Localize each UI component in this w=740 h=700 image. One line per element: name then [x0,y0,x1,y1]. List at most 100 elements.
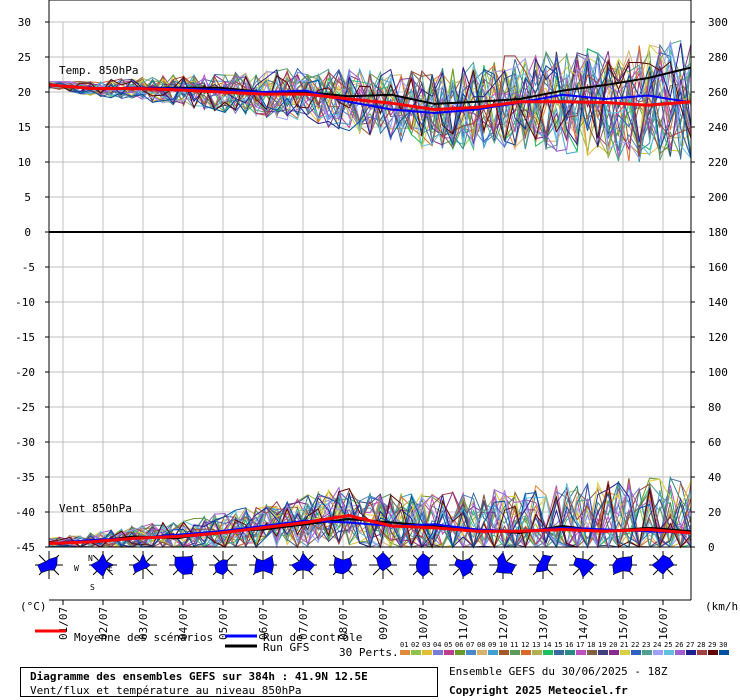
legend-member-number: 04 [433,641,441,649]
chart-subtitle: Vent/flux et température au niveau 850hP… [30,684,302,697]
rose-shape [535,554,552,573]
date-label: 06/07 [257,607,270,640]
rose-shape [495,551,517,574]
rose-shape [573,557,596,578]
temp-right-tick: 300 [708,16,728,29]
wind-left-tick: -45 [15,541,35,554]
legend-member-number: 22 [631,641,639,649]
legend-member-swatch [488,650,498,655]
legend-member-number: 20 [609,641,617,649]
legend-member-number: 15 [554,641,562,649]
legend-member-swatch [631,650,641,655]
compass-label: N [88,554,93,563]
wind-rose [609,551,637,579]
legend-member-number: 24 [653,641,661,649]
wind-left-tick: -35 [15,471,35,484]
wind-right-tick: 40 [708,471,721,484]
wind-rose [89,551,117,579]
legend-member-number: 23 [642,641,650,649]
legend-member-number: 26 [675,641,683,649]
temp-right-tick: 280 [708,51,728,64]
date-label: 07/07 [297,607,310,640]
series-wind-0 [48,513,692,545]
member-temp-line [48,48,692,152]
copyright: Copyright 2025 Meteociel.fr [449,684,628,697]
member-temp-line [48,48,692,160]
rose-shape [214,559,229,576]
wind-right-tick: 120 [708,331,728,344]
ensemble-members [48,39,692,549]
date-label: 15/07 [617,607,630,640]
wind-left-tick: -30 [15,436,35,449]
legend-member-swatch [565,650,575,655]
wind-right-tick: 100 [708,366,728,379]
temp-right-tick: 240 [708,121,728,134]
wind-rose [529,551,557,579]
legend: Moyenne des scénarios Run de contrôleRun … [35,629,729,659]
wind-rose [35,551,63,579]
rose-shape [174,556,194,575]
legend-gfs-label: Run GFS [263,641,309,654]
legend-member-number: 18 [587,641,595,649]
member-wind-line [48,475,692,549]
temp-left-tick: 30 [18,16,31,29]
legend-member-swatch [444,650,454,655]
legend-member-swatch [587,650,597,655]
legend-member-swatch [543,650,553,655]
temp-right-tick: 260 [708,86,728,99]
legend-member-number: 01 [400,641,408,649]
temp-right-tick: 220 [708,156,728,169]
wind-right-tick: 60 [708,436,721,449]
legend-member-swatch [620,650,630,655]
wind-rose [649,551,677,579]
date-label: 04/07 [177,607,190,640]
legend-member-swatch [642,650,652,655]
legend-member-swatch [598,650,608,655]
legend-member-swatch [686,650,696,655]
date-label: 11/07 [457,607,470,640]
run-info: Ensemble GEFS du 30/06/2025 - 18Z [449,665,668,678]
date-label: 05/07 [217,607,230,640]
legend-control-label: Run de contrôle [263,631,362,644]
legend-member-swatch [554,650,564,655]
legend-member-number: 14 [543,641,551,649]
legend-member-number: 02 [411,641,419,649]
right-unit-label: (km/h) [705,600,740,613]
legend-member-number: 17 [576,641,584,649]
temp-right-tick: 180 [708,226,728,239]
wind-left-tick: -25 [15,401,35,414]
wind-left-tick: -10 [15,296,35,309]
legend-member-number: 05 [444,641,452,649]
rose-shape [37,556,58,574]
member-temp-line [48,49,692,159]
legend-member-swatch [664,650,674,655]
wind-right-tick: 160 [708,261,728,274]
legend-member-swatch [609,650,619,655]
legend-member-number: 13 [532,641,540,649]
member-wind-line [48,486,692,549]
legend-member-number: 06 [455,641,463,649]
legend-member-swatch [477,650,487,655]
date-label: 09/07 [377,607,390,640]
legend-member-swatch [719,650,729,655]
title-box: Diagramme des ensembles GEFS sur 384h : … [20,667,438,697]
wind-panel-label: Vent 850hPa [59,502,132,515]
legend-member-swatch [708,650,718,655]
wind-rose [289,551,317,579]
wind-left-tick: -5 [22,261,35,274]
compass-label: W [74,564,79,573]
wind-rose [489,551,517,579]
rose-shape [90,552,115,578]
compass-label: S [90,583,95,592]
legend-member-number: 28 [697,641,705,649]
wind-rose [249,551,277,579]
legend-member-number: 25 [664,641,672,649]
legend-member-number: 19 [598,641,606,649]
temp-left-tick: 15 [18,121,31,134]
legend-member-number: 16 [565,641,573,649]
rose-shape [254,555,274,575]
wind-left-tick: -40 [15,506,35,519]
rose-shape [290,552,316,572]
